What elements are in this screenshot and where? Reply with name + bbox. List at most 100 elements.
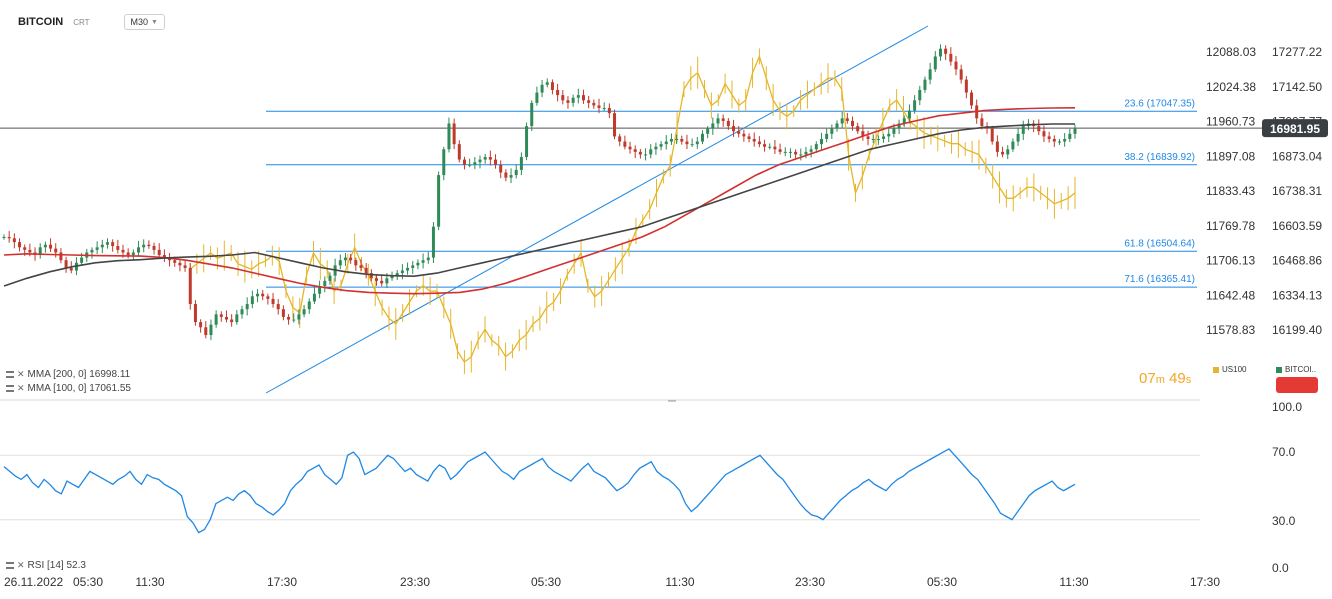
btc-candle-body	[902, 118, 906, 124]
btc-candle-body	[235, 314, 239, 323]
btc-candle-body	[59, 252, 63, 261]
sell-price-badge[interactable]	[1276, 377, 1318, 393]
btc-candle-body	[892, 128, 896, 134]
us100-swatch	[1213, 366, 1219, 373]
x-tick-label: 23:30	[795, 575, 825, 589]
btc-candle-body	[364, 267, 368, 274]
y-right-tick-label: 17277.22	[1272, 45, 1322, 59]
btc-candle-body	[737, 131, 741, 134]
btc-candle-body	[437, 175, 441, 227]
btc-candle-body	[478, 159, 482, 163]
close-icon[interactable]: ✕	[17, 383, 25, 393]
y-left-tick-label: 11706.13	[1206, 254, 1255, 268]
btc-candle-body	[287, 316, 291, 320]
fib-level-label: 38.2 (16839.92)	[1124, 152, 1195, 163]
close-icon[interactable]: ✕	[17, 369, 25, 379]
btc-candle-body	[845, 118, 849, 121]
btc-candle-body	[473, 162, 477, 165]
ema100-legend[interactable]: ✕ MMA [100, 0] 17061.55	[6, 383, 131, 394]
btc-candle-body	[866, 136, 870, 139]
btc-candle-body	[726, 120, 730, 127]
btc-candle-body	[540, 84, 544, 93]
btc-candle-body	[64, 260, 68, 268]
btc-candle-body	[188, 267, 192, 305]
btc-candle-body	[644, 154, 648, 156]
btc-candle-body	[530, 102, 534, 127]
timer-minutes: 07	[1139, 370, 1156, 387]
btc-candle-body	[349, 257, 353, 261]
btc-candle-body	[209, 324, 213, 336]
btc-candle-body	[556, 89, 560, 96]
btc-candle-body	[618, 136, 622, 142]
btc-candle-body	[494, 159, 498, 165]
rsi-legend[interactable]: ✕ RSI [14] 52.3	[6, 560, 86, 571]
fib-trend-line	[265, 25, 929, 394]
btc-candle-body	[338, 260, 342, 266]
btc-candle-body	[2, 236, 6, 238]
btc-candle-body	[918, 89, 922, 101]
btc-candle-body	[525, 126, 529, 158]
btc-candle-body	[328, 275, 332, 281]
btc-candle-body	[69, 267, 73, 271]
btc-candle-body	[354, 260, 358, 266]
btc-candle-body	[809, 149, 813, 152]
btc-candle-body	[706, 128, 710, 134]
y-right-tick-label: 16603.59	[1272, 219, 1322, 233]
menu-icon[interactable]	[6, 562, 14, 569]
x-tick-label: 05:30	[531, 575, 561, 589]
btc-candle-body	[442, 149, 446, 176]
chevron-down-icon: ▼	[151, 18, 158, 26]
btc-candle-body	[323, 280, 327, 286]
btc-candle-body	[204, 327, 208, 336]
btc-candle-body	[545, 82, 549, 85]
btc-candle-body	[1052, 138, 1056, 142]
btc-candle-body	[1057, 141, 1061, 143]
series-bitcoin[interactable]: BITCOI..	[1276, 365, 1316, 374]
btc-candle-body	[830, 128, 834, 134]
current-price-badge	[1262, 119, 1328, 138]
ema200-legend[interactable]: ✕ MMA [200, 0] 16998.11	[6, 369, 130, 380]
btc-candle-body	[876, 138, 880, 140]
btc-candle-body	[783, 151, 787, 153]
btc-candle-body	[375, 278, 379, 281]
btc-candle-body	[307, 301, 311, 310]
btc-candle-body	[173, 260, 177, 263]
btc-candle-body	[28, 249, 32, 253]
btc-candle-body	[162, 255, 166, 258]
close-icon[interactable]: ✕	[17, 560, 25, 570]
btc-candle-body	[1021, 126, 1025, 134]
btc-candle-body	[499, 164, 503, 173]
btc-candle-body	[907, 110, 911, 119]
btc-candle-body	[54, 248, 58, 253]
series-us100[interactable]: US100	[1213, 365, 1246, 374]
btc-candle-body	[105, 242, 109, 245]
btc-candle-body	[602, 108, 606, 110]
btc-candle-body	[949, 53, 953, 62]
btc-candle-body	[400, 270, 404, 274]
y-left-tick-label: 11833.43	[1206, 184, 1255, 198]
y-left-tick-label: 12024.38	[1206, 80, 1256, 94]
btc-candle-body	[576, 95, 580, 98]
btc-candle-body	[700, 133, 704, 142]
btc-candle-body	[1011, 141, 1015, 150]
btc-candle-body	[695, 141, 699, 145]
btc-candle-body	[799, 154, 803, 156]
btc-candle-body	[649, 149, 653, 155]
btc-candle-body	[142, 244, 146, 248]
btc-candle-body	[421, 260, 425, 263]
btc-candle-body	[897, 123, 901, 129]
btc-candle-body	[571, 97, 575, 103]
fib-level-label: 23.6 (17047.35)	[1124, 98, 1195, 109]
btc-candle-body	[23, 247, 27, 250]
btc-candle-body	[773, 146, 777, 150]
menu-icon[interactable]	[6, 385, 14, 392]
btc-candle-body	[871, 138, 875, 140]
timer-min-unit: m	[1155, 374, 1165, 386]
btc-candle-body	[794, 151, 798, 155]
timer-sec-unit: s	[1185, 374, 1192, 386]
y-right-tick-label: 17142.50	[1272, 80, 1322, 94]
btc-candle-body	[1073, 128, 1077, 134]
menu-icon[interactable]	[6, 371, 14, 378]
timeframe-selector[interactable]: M30 ▼	[123, 14, 165, 30]
